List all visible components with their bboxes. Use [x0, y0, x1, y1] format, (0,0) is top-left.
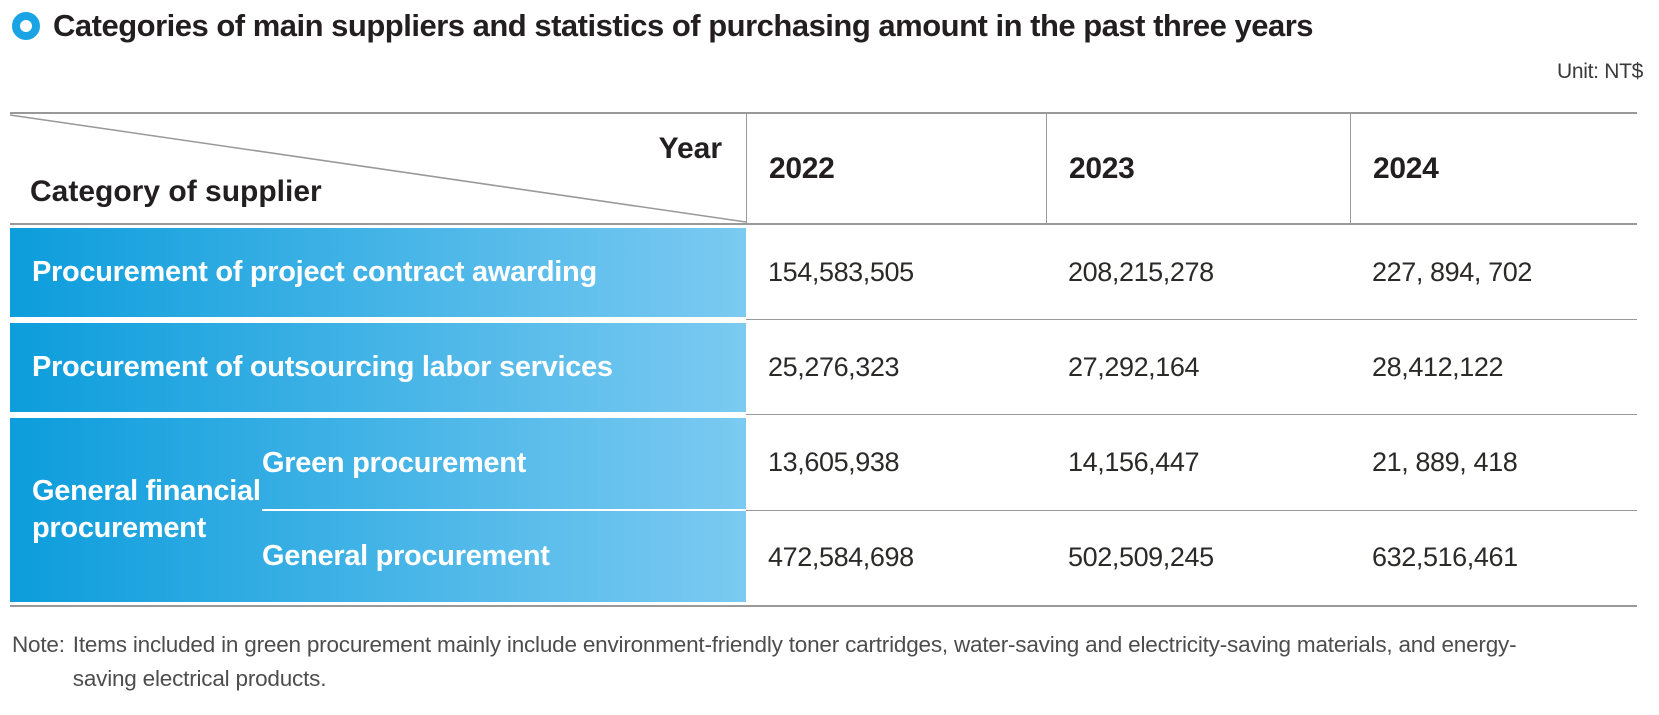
category-band: Procurement of project contract awarding: [10, 228, 746, 317]
value-row: 13,605,938 14,156,447 21, 889, 418: [746, 415, 1637, 511]
value-cell-2023: 502,509,245: [1068, 542, 1214, 573]
year-column-header-2024: 2024: [1350, 114, 1637, 223]
page-title: Categories of main suppliers and statist…: [53, 8, 1314, 43]
year-column-header-2022: 2022: [746, 114, 1046, 223]
corner-cell: Year Category of supplier: [10, 114, 746, 223]
value-cell-2023: 27,292,164: [1068, 351, 1200, 382]
value-cell-2022: 472,584,698: [768, 542, 914, 573]
value-cell-2024: 227, 894, 702: [1372, 256, 1532, 287]
year-axis-label: Year: [658, 132, 722, 165]
table-body: Procurement of project contract awarding…: [10, 225, 1637, 607]
table-header: Year Category of supplier 2022 2023 2024: [10, 112, 1637, 225]
year-column-header-2023: 2023: [1046, 114, 1350, 223]
value-cell-2024: 21, 889, 418: [1372, 446, 1518, 477]
note-label: Note:: [12, 632, 65, 657]
diagonal-divider: [10, 114, 746, 223]
note-text: Items included in green procurement main…: [72, 632, 1517, 691]
bullet-ring-icon: [12, 12, 40, 40]
table-row-project-contract: Procurement of project contract awarding…: [10, 225, 1637, 320]
value-cell-2024: 28,412,122: [1372, 351, 1504, 382]
table-row-outsourcing-labor: Procurement of outsourcing labor service…: [10, 320, 1637, 415]
value-row: 25,276,323 27,292,164 28,412,122: [746, 320, 1637, 415]
category-band: Procurement of outsourcing labor service…: [10, 323, 746, 412]
subcategory-label-green: Green procurement: [262, 447, 527, 479]
value-cell-2022: 13,605,938: [768, 446, 900, 477]
value-cell-2023: 208,215,278: [1068, 256, 1214, 287]
footnote: Note: Items included in green procuremen…: [12, 628, 1558, 696]
subcategory-column: Green procurement General procurement: [262, 418, 746, 602]
category-label: Procurement of project contract awarding: [32, 256, 597, 288]
value-cell-2022: 154,583,505: [768, 256, 914, 287]
value-cell-2022: 25,276,323: [768, 351, 900, 382]
suppliers-table: Year Category of supplier 2022 2023 2024…: [10, 112, 1637, 607]
table-row-general-financial: General financial procurement Green proc…: [10, 415, 1637, 605]
value-row: 472,584,698 502,509,245 632,516,461: [746, 511, 1637, 606]
value-cell-2024: 632,516,461: [1372, 542, 1518, 573]
group-value-rows: 13,605,938 14,156,447 21, 889, 418 472,5…: [746, 415, 1637, 605]
value-row: 154,583,505 208,215,278 227, 894, 702: [746, 225, 1637, 320]
subcategory-label-general: General procurement: [262, 509, 746, 602]
title-row: Categories of main suppliers and statist…: [12, 8, 1314, 44]
category-axis-label: Category of supplier: [30, 175, 322, 208]
category-label: Procurement of outsourcing labor service…: [32, 351, 613, 383]
group-category-band: General financial procurement Green proc…: [10, 418, 746, 602]
value-cell-2023: 14,156,447: [1068, 446, 1200, 477]
unit-label: Unit: NT$: [1557, 60, 1643, 83]
group-category-label: General financial procurement: [32, 474, 261, 544]
